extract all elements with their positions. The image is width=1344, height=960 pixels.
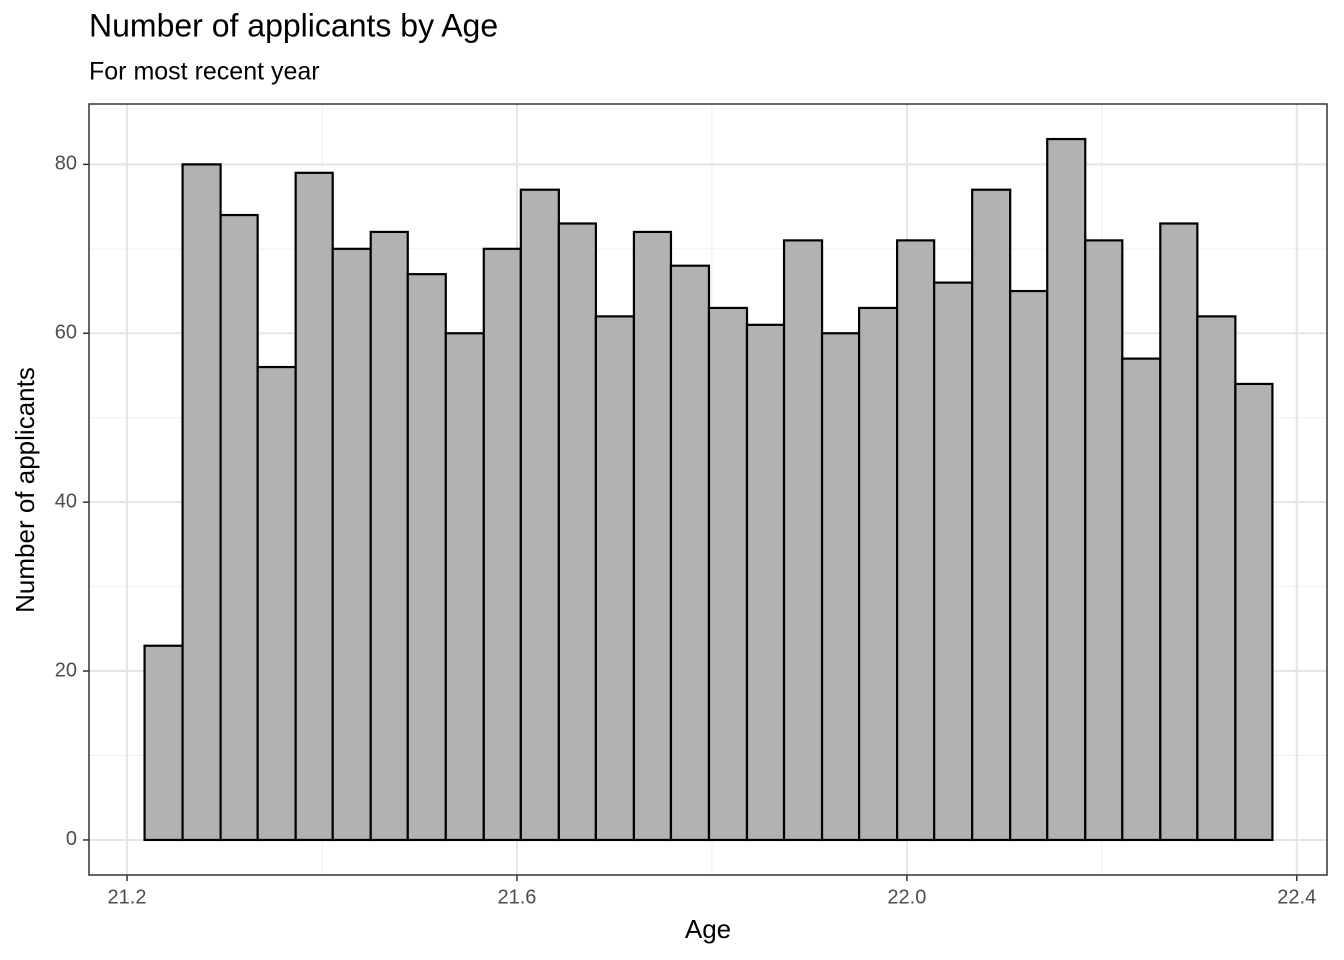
bar: [1009, 289, 1049, 842]
bar: [1121, 357, 1162, 842]
bar: [820, 332, 861, 842]
bar: [669, 264, 711, 842]
bar: [1159, 222, 1199, 842]
y-tick-label: 20: [55, 659, 77, 681]
bar: [594, 315, 636, 842]
chart-subtitle: For most recent year: [89, 58, 320, 86]
bar: [406, 273, 447, 842]
bar: [444, 332, 485, 842]
bar: [1084, 239, 1124, 842]
x-axis-title: Age: [685, 914, 731, 944]
bar: [294, 171, 334, 842]
bar: [519, 188, 560, 842]
y-tick-label: 40: [55, 490, 77, 512]
bar: [181, 163, 222, 842]
bar: [632, 230, 673, 842]
x-tick-label: 21.6: [497, 886, 536, 908]
bar: [896, 239, 936, 842]
bar: [557, 222, 597, 842]
y-tick-label: 0: [66, 828, 77, 850]
bar: [745, 323, 786, 842]
x-tick-label: 22.0: [887, 886, 926, 908]
bar: [1046, 137, 1087, 842]
bar: [933, 281, 974, 842]
bar: [143, 644, 184, 842]
bar: [482, 247, 522, 842]
bar: [971, 188, 1012, 842]
plot-border: [88, 103, 1328, 876]
y-tick-label: 80: [55, 153, 77, 175]
chart-title: Number of applicants by Age: [89, 7, 498, 43]
bar: [369, 230, 409, 842]
bar: [707, 306, 749, 842]
x-tick-label: 21.2: [108, 886, 147, 908]
bar: [256, 365, 297, 842]
bar: [331, 247, 372, 842]
bar: [219, 213, 259, 842]
bar: [857, 306, 899, 842]
bar: [782, 239, 824, 842]
y-tick-label: 60: [55, 322, 77, 344]
x-tick-label: 22.4: [1277, 886, 1316, 908]
y-axis-title: Number of applicants: [10, 367, 40, 613]
bar: [1196, 315, 1237, 842]
bar: [1234, 382, 1274, 842]
